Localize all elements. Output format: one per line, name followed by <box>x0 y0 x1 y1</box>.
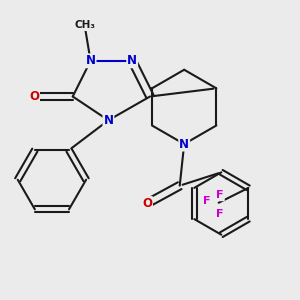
Text: F: F <box>203 196 211 206</box>
Text: CH₃: CH₃ <box>74 20 95 30</box>
Text: N: N <box>179 138 189 151</box>
Text: O: O <box>29 90 39 103</box>
Text: F: F <box>216 190 224 200</box>
Text: F: F <box>216 209 224 219</box>
Text: N: N <box>85 54 96 67</box>
Text: O: O <box>142 197 152 210</box>
Text: N: N <box>127 54 137 67</box>
Text: N: N <box>103 114 113 127</box>
